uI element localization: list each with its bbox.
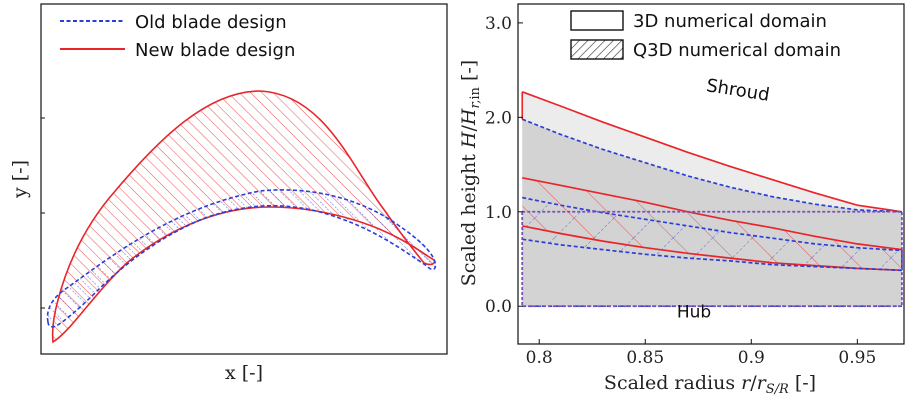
3d-domain-outline [521,210,903,308]
left-y-axis-label: y [-] [9,160,31,199]
y-tick-label: 0.0 [485,297,512,317]
legend-label-old: Old blade design [135,12,287,33]
right-x-axis-label: Scaled radius r/rS/R [-] [604,372,816,397]
series-line-5 [522,238,902,272]
right-chart: 0.8 0.85 0.9 0.95 0.0 1.0 2.0 3.0 3D numerical … [458,3,905,397]
old-blade-fill [47,189,436,327]
new-blade-fill [52,91,435,342]
left-y-ticks [41,117,45,309]
y-tick-label: 1.0 [485,203,512,223]
series-line-0 [521,91,903,213]
legend-swatch-q3d [570,39,624,60]
left-chart: Old blade design New blade design x [-] … [9,3,448,384]
x-tick-label: 0.85 [626,348,664,368]
right-axis-ticks: 0.8 0.85 0.9 0.95 0.0 1.0 2.0 3.0 [485,14,876,368]
y-tick-label: 2.0 [485,108,512,128]
left-x-axis-label: x [-] [225,362,263,384]
series-line-3 [522,196,902,252]
right-y-axis-label: Scaled height H/Hr,in [-] [458,60,483,286]
q3d-domain-hatch-blue [522,197,902,271]
legend-label-3d: 3D numerical domain [633,11,827,32]
hub-annotation: Hub [677,303,711,323]
legend-label-q3d: Q3D numerical domain [633,40,841,61]
x-tick-label: 0.9 [738,348,765,368]
legend-label-new: New blade design [135,40,295,61]
left-legend: Old blade design New blade design [60,12,295,61]
old-blade-line [46,189,437,328]
series-line-2 [522,176,903,251]
x-tick-label: 0.95 [838,348,876,368]
legend-swatch-3d [570,10,624,31]
new-blade-line [51,90,436,344]
series-line-1 [521,118,902,213]
x-tick-label: 0.8 [526,348,553,368]
y-tick-label: 3.0 [485,14,512,34]
right-legend: 3D numerical domain Q3D numerical domain [570,10,841,61]
right-series [521,91,903,308]
